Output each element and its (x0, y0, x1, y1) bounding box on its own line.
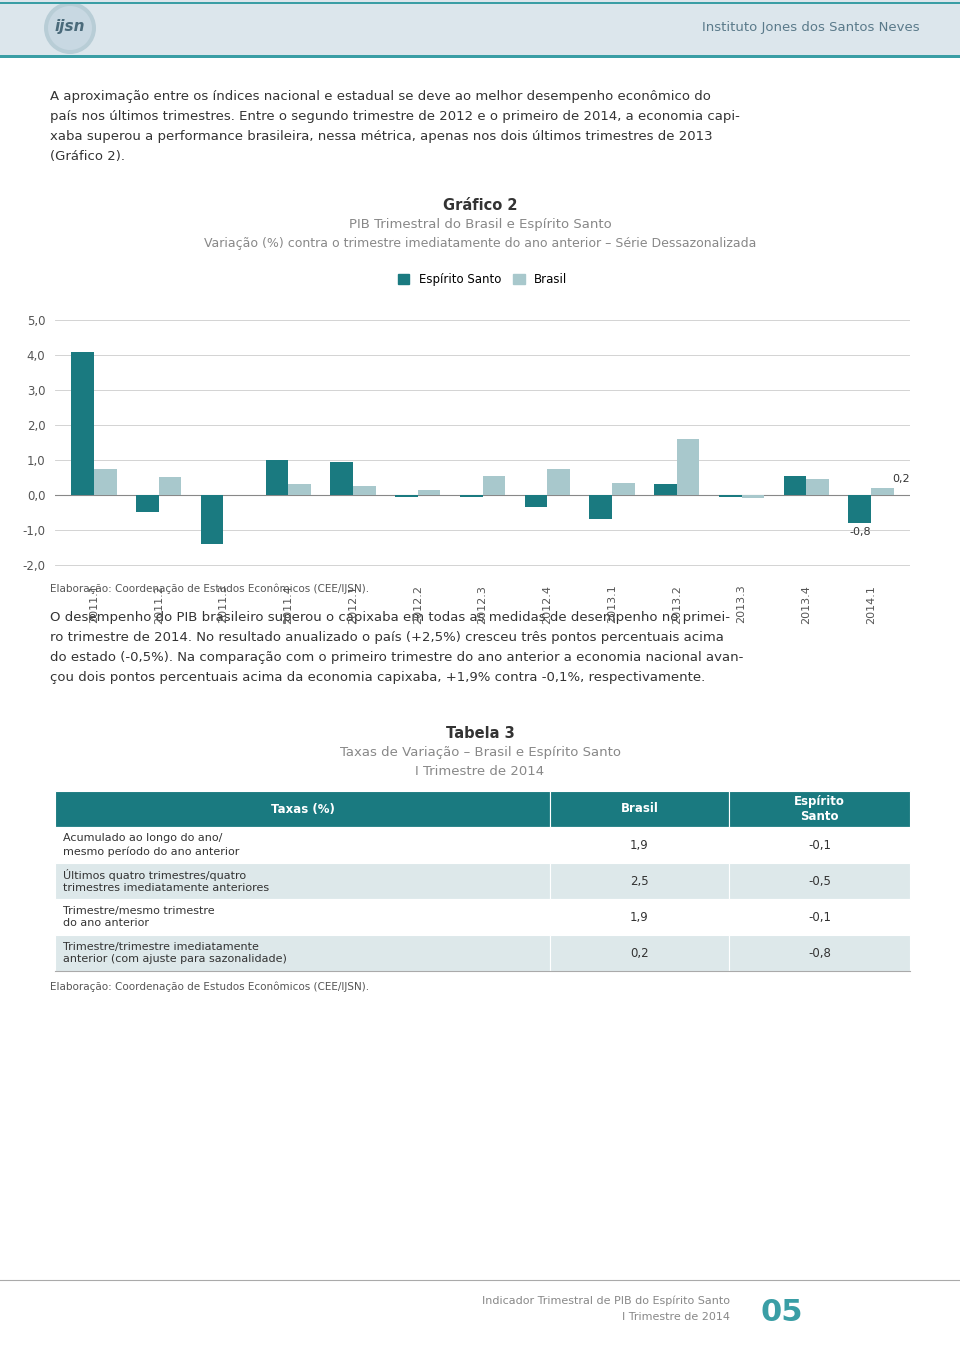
Text: O desempenho do PIB brasileiro superou o capixaba em todas as medidas de desempe: O desempenho do PIB brasileiro superou o… (50, 611, 730, 624)
Bar (871, 488, 894, 495)
Text: (Gráfico 2).: (Gráfico 2). (50, 151, 125, 163)
Text: Elaboração: Coordenação de Estudos Econômicos (CEE/IJSN).: Elaboração: Coordenação de Estudos Econô… (50, 981, 370, 991)
Circle shape (44, 1, 96, 54)
Bar (741, 495, 764, 498)
Bar (483, 476, 505, 495)
Bar (330, 461, 353, 495)
Text: Gráfico 2: Gráfico 2 (443, 198, 517, 213)
Bar (266, 460, 288, 495)
Text: Brasil: Brasil (620, 803, 659, 815)
Text: -0,8: -0,8 (849, 527, 871, 537)
Text: Instituto Jones dos Santos Neves: Instituto Jones dos Santos Neves (703, 20, 920, 34)
Bar (136, 495, 158, 512)
Text: Taxas de Variação – Brasil e Espírito Santo: Taxas de Variação – Brasil e Espírito Sa… (340, 746, 620, 759)
Bar (55, 898, 550, 935)
Text: Indicador Trimestral de PIB do Espírito Santo: Indicador Trimestral de PIB do Espírito … (482, 1297, 730, 1306)
Bar (524, 495, 547, 507)
Bar (719, 495, 741, 496)
Text: Taxas (%): Taxas (%) (271, 803, 334, 815)
Text: Variação (%) contra o trimestre imediatamente do ano anterior – Série Dessazonal: Variação (%) contra o trimestre imediata… (204, 237, 756, 250)
Bar (0, 55, 960, 58)
Legend: Espírito Santo, Brasil: Espírito Santo, Brasil (393, 268, 572, 291)
Bar (550, 827, 729, 863)
Bar (94, 468, 116, 495)
Text: 0,2: 0,2 (892, 473, 910, 484)
Bar (849, 495, 871, 523)
Bar (729, 791, 910, 827)
Text: Espírito
Santo: Espírito Santo (794, 795, 845, 823)
Bar (288, 484, 311, 495)
Text: A aproximação entre os índices nacional e estadual se deve ao melhor desempenho : A aproximação entre os índices nacional … (50, 90, 710, 104)
Text: Elaboração: Coordenação de Estudos Econômicos (CEE/IJSN).: Elaboração: Coordenação de Estudos Econô… (50, 582, 370, 593)
Bar (55, 935, 550, 971)
Bar (550, 898, 729, 935)
Text: ro trimestre de 2014. No resultado anualizado o país (+2,5%) cresceu três pontos: ro trimestre de 2014. No resultado anual… (50, 631, 724, 644)
Text: Tabela 3: Tabela 3 (445, 726, 515, 741)
Bar (353, 486, 375, 495)
Bar (729, 935, 910, 971)
Bar (547, 468, 570, 495)
Bar (729, 863, 910, 898)
Bar (0, 1, 960, 4)
Text: -0,5: -0,5 (808, 874, 831, 888)
Text: Últimos quatro trimestres/quatro
trimestres imediatamente anteriores: Últimos quatro trimestres/quatro trimest… (63, 869, 269, 893)
Text: I Trimestre de 2014: I Trimestre de 2014 (416, 765, 544, 777)
Bar (55, 791, 550, 827)
Bar (158, 477, 181, 495)
Bar (550, 935, 729, 971)
Text: 1,9: 1,9 (630, 838, 649, 851)
Bar (677, 438, 700, 495)
Bar (460, 495, 483, 496)
Bar (550, 791, 729, 827)
Text: 05: 05 (760, 1298, 803, 1328)
Bar (654, 484, 677, 495)
Text: país nos últimos trimestres. Entre o segundo trimestre de 2012 e o primeiro de 2: país nos últimos trimestres. Entre o seg… (50, 110, 740, 122)
Text: 1,9: 1,9 (630, 911, 649, 924)
Text: -0,1: -0,1 (808, 838, 831, 851)
Text: do estado (-0,5%). Na comparação com o primeiro trimestre do ano anterior a econ: do estado (-0,5%). Na comparação com o p… (50, 651, 743, 664)
Bar (729, 898, 910, 935)
Text: -0,8: -0,8 (808, 947, 831, 959)
Text: Acumulado ao longo do ano/
mesmo período do ano anterior: Acumulado ao longo do ano/ mesmo período… (63, 834, 239, 857)
Text: xaba superou a performance brasileira, nessa métrica, apenas nos dois últimos tr: xaba superou a performance brasileira, n… (50, 130, 712, 143)
Bar (783, 476, 806, 495)
Bar (550, 863, 729, 898)
Bar (589, 495, 612, 519)
Bar (612, 483, 635, 495)
Bar (201, 495, 224, 543)
Text: Trimestre/trimestre imediatamente
anterior (com ajuste para sazonalidade): Trimestre/trimestre imediatamente anteri… (63, 941, 287, 964)
Bar (418, 490, 441, 495)
Text: 2,5: 2,5 (630, 874, 649, 888)
Text: -0,1: -0,1 (808, 911, 831, 924)
Bar (729, 827, 910, 863)
Bar (396, 495, 418, 496)
Text: ijsn: ijsn (55, 19, 85, 35)
Circle shape (48, 5, 92, 50)
Text: 0,2: 0,2 (630, 947, 649, 959)
Text: çou dois pontos percentuais acima da economia capixaba, +1,9% contra -0,1%, resp: çou dois pontos percentuais acima da eco… (50, 671, 706, 685)
Text: PIB Trimestral do Brasil e Espírito Santo: PIB Trimestral do Brasil e Espírito Sant… (348, 218, 612, 231)
Bar (806, 479, 829, 495)
Text: Trimestre/mesmo trimestre
do ano anterior: Trimestre/mesmo trimestre do ano anterio… (63, 905, 215, 928)
Bar (55, 863, 550, 898)
Text: I Trimestre de 2014: I Trimestre de 2014 (622, 1311, 730, 1322)
Bar (55, 827, 550, 863)
Bar (71, 352, 94, 495)
